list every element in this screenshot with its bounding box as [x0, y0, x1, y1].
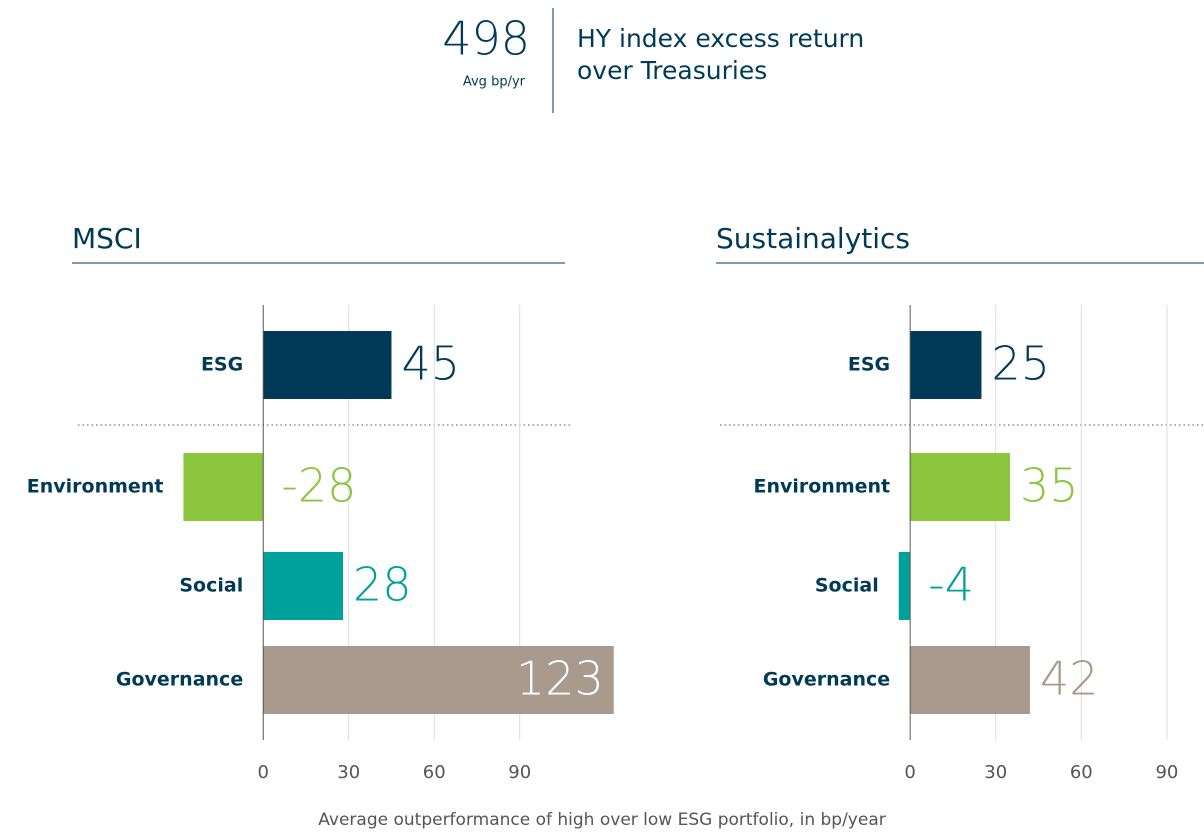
category-label: ESG	[848, 354, 890, 376]
bar	[263, 331, 392, 399]
x-tick-label: 60	[423, 762, 446, 783]
value-label: 25	[991, 337, 1050, 391]
x-tick-label: 30	[337, 762, 360, 783]
bar	[263, 646, 614, 714]
bar	[263, 552, 344, 620]
x-tick-label: 0	[258, 762, 269, 783]
category-label: Social	[815, 575, 879, 597]
x-tick-label: 90	[1155, 762, 1178, 783]
value-label: 35	[1020, 459, 1079, 513]
bar	[910, 331, 982, 399]
category-label: Environment	[27, 476, 164, 498]
header-value: 498	[442, 12, 530, 66]
x-tick-label: 0	[904, 762, 915, 783]
category-label: Social	[179, 575, 243, 597]
value-label: -4	[928, 558, 974, 612]
panel-title: MSCI	[72, 222, 142, 255]
category-label: Governance	[116, 669, 243, 691]
header-unit: Avg bp/yr	[463, 75, 526, 90]
bar	[910, 453, 1010, 521]
x-tick-label: 60	[1070, 762, 1093, 783]
bar	[910, 646, 1030, 714]
x-tick-label: 30	[984, 762, 1007, 783]
panel-title: Sustainalytics	[716, 222, 910, 255]
category-label: Governance	[763, 669, 890, 691]
bar	[183, 453, 264, 521]
value-label: 28	[353, 558, 412, 612]
value-label: 42	[1040, 652, 1099, 706]
category-label: ESG	[201, 354, 243, 376]
bar	[898, 552, 911, 620]
header-description: over Treasuries	[577, 56, 767, 85]
footer-caption: Average outperformance of high over low …	[318, 810, 885, 830]
x-tick-label: 90	[508, 762, 531, 783]
value-label: 123	[516, 652, 604, 706]
value-label: -28	[281, 459, 356, 513]
category-label: Environment	[753, 476, 890, 498]
header-description: HY index excess return	[577, 24, 864, 53]
value-label: 45	[401, 337, 460, 391]
